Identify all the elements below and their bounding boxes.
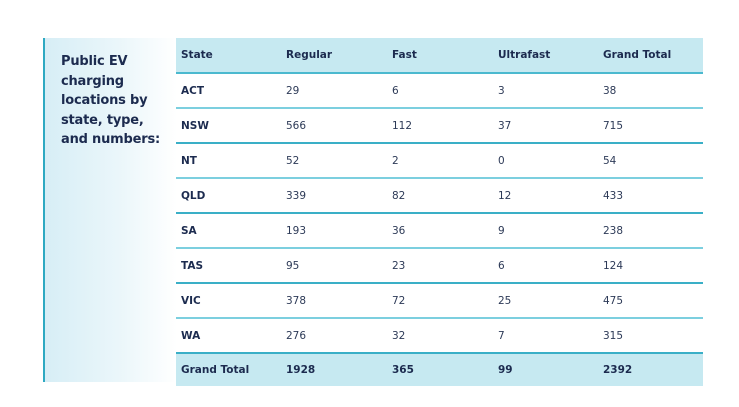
- total-regular: 1928: [286, 364, 316, 376]
- cell-ultrafast: 9: [493, 213, 598, 249]
- cell-regular: 29: [281, 73, 387, 109]
- cell-grand-total: 124: [598, 248, 703, 284]
- cell-state: QLD: [176, 178, 281, 214]
- cell-grand-total: 238: [598, 213, 703, 249]
- table-row: VIC 378 72 25 475: [176, 283, 703, 319]
- cell-grand-total: 54: [598, 143, 703, 179]
- table-row: WA 276 32 7 315: [176, 318, 703, 354]
- table-row: ACT 29 6 3 38: [176, 73, 703, 109]
- cell-state: ACT: [176, 73, 281, 109]
- cell-regular: 378: [281, 283, 387, 319]
- table-row: TAS 95 23 6 124: [176, 248, 703, 284]
- cell-fast: 72: [387, 283, 493, 319]
- cell-regular: 52: [281, 143, 387, 179]
- header-grand-total: Grand Total: [598, 38, 703, 74]
- header-ultrafast: Ultrafast: [493, 38, 598, 74]
- table-row: NT 52 2 0 54: [176, 143, 703, 179]
- cell-grand-total: 475: [598, 283, 703, 319]
- table-row: QLD 339 82 12 433: [176, 178, 703, 214]
- table-row: NSW 566 112 37 715: [176, 108, 703, 144]
- cell-state: SA: [176, 213, 281, 249]
- cell-state: TAS: [176, 248, 281, 284]
- cell-ultrafast: 25: [493, 283, 598, 319]
- title-panel: Public EV charging locations by state, t…: [43, 38, 177, 382]
- cell-grand-total: 315: [598, 318, 703, 354]
- cell-regular: 566: [281, 108, 387, 144]
- header-state: State: [176, 38, 281, 74]
- cell-regular: 339: [281, 178, 387, 214]
- grand-total-row: Grand Total 1928 365 99 2392: [176, 353, 703, 386]
- total-grand-total: 2392: [603, 364, 633, 376]
- cell-state: NSW: [176, 108, 281, 144]
- cell-fast: 2: [387, 143, 493, 179]
- cell-regular: 95: [281, 248, 387, 284]
- cell-fast: 32: [387, 318, 493, 354]
- cell-fast: 112: [387, 108, 493, 144]
- total-fast: 365: [392, 364, 414, 376]
- total-label: Grand Total: [181, 364, 250, 376]
- cell-ultrafast: 0: [493, 143, 598, 179]
- total-ultrafast: 99: [498, 364, 513, 376]
- cell-state: NT: [176, 143, 281, 179]
- header-row: State Regular Fast Ultrafast Grand Total: [176, 38, 703, 74]
- cell-grand-total: 433: [598, 178, 703, 214]
- cell-fast: 23: [387, 248, 493, 284]
- cell-fast: 6: [387, 73, 493, 109]
- cell-state: WA: [176, 318, 281, 354]
- cell-regular: 276: [281, 318, 387, 354]
- ev-charging-table: State Regular Fast Ultrafast Grand Total…: [176, 38, 703, 386]
- table-row: SA 193 36 9 238: [176, 213, 703, 249]
- cell-state: VIC: [176, 283, 281, 319]
- header-regular: Regular: [281, 38, 387, 74]
- cell-ultrafast: 6: [493, 248, 598, 284]
- cell-ultrafast: 7: [493, 318, 598, 354]
- cell-fast: 36: [387, 213, 493, 249]
- cell-ultrafast: 12: [493, 178, 598, 214]
- table-title: Public EV charging locations by state, t…: [61, 54, 160, 147]
- cell-ultrafast: 3: [493, 73, 598, 109]
- cell-ultrafast: 37: [493, 108, 598, 144]
- cell-fast: 82: [387, 178, 493, 214]
- cell-grand-total: 715: [598, 108, 703, 144]
- header-fast: Fast: [387, 38, 493, 74]
- cell-regular: 193: [281, 213, 387, 249]
- cell-grand-total: 38: [598, 73, 703, 109]
